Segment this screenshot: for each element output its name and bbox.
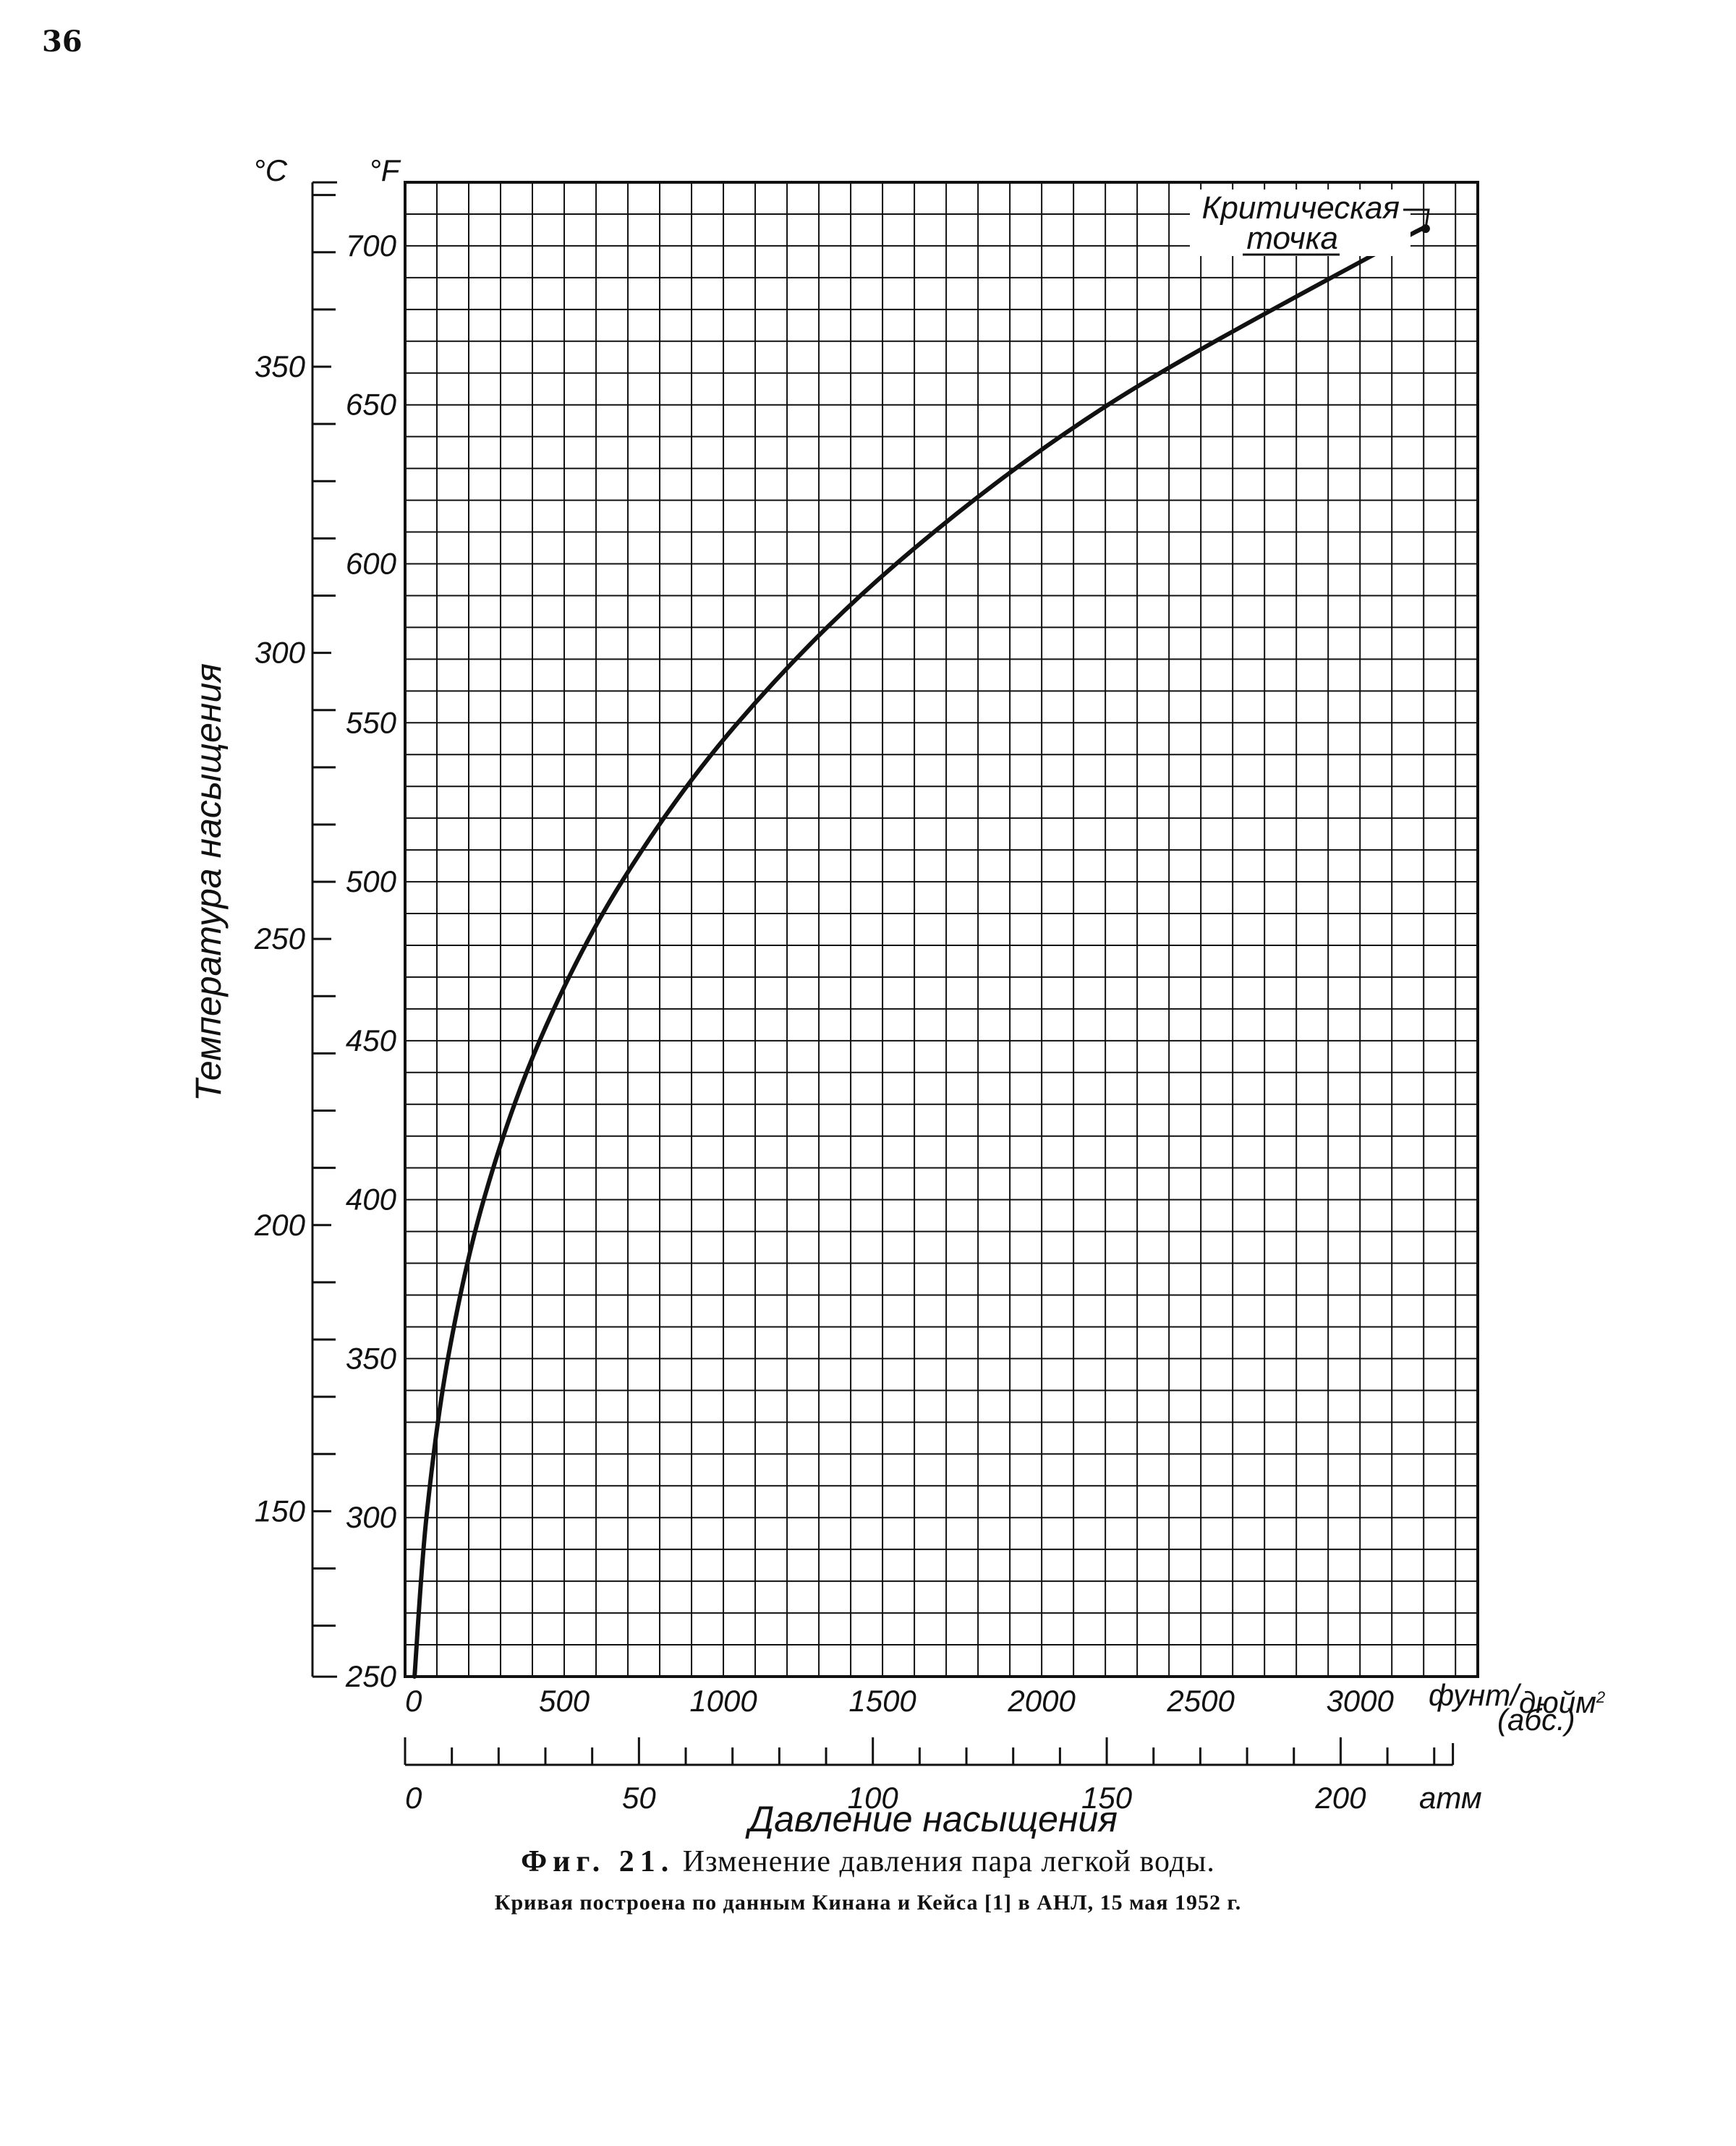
y-tick-label-fahrenheit: 650 [346, 388, 397, 422]
x-axis-unit-note: (абс.) [1497, 1703, 1575, 1737]
critical-point-label: Критическая [1202, 190, 1400, 226]
x-tick-label-psi: 3000 [1326, 1684, 1394, 1718]
data-point [425, 1516, 428, 1520]
y-tick-label-celsius: 300 [255, 636, 306, 670]
x-tick-label-atm: 150 [1081, 1781, 1133, 1815]
figure-caption: Фиг. 21. Изменение давления пара легкой … [0, 1844, 1736, 1879]
data-point [736, 721, 739, 725]
x-tick-label-psi: 1000 [689, 1684, 757, 1718]
page-number: 36 [42, 25, 82, 59]
y-tick-label-fahrenheit: 600 [346, 546, 397, 580]
data-point [894, 562, 898, 566]
figure-title: Изменение давления пара легкой воды. [682, 1845, 1215, 1878]
x-tick-label-atm: 50 [622, 1781, 656, 1815]
y-tick-label-fahrenheit: 250 [345, 1659, 397, 1693]
x-tick-label-atm: 200 [1314, 1781, 1366, 1815]
y-tick-label-fahrenheit: 300 [346, 1500, 397, 1534]
chart-axes [311, 181, 1455, 1766]
x-tick-label-psi: 2000 [1007, 1684, 1076, 1718]
data-point [413, 1675, 417, 1678]
annotation-background [1190, 190, 1410, 256]
x-axis-unit-atm: атм [1419, 1781, 1482, 1815]
y-tick-label-fahrenheit: 450 [346, 1023, 397, 1057]
y-tick-label-fahrenheit: 550 [346, 705, 397, 739]
x-tick-label-psi: 0 [405, 1684, 422, 1718]
data-point [1106, 403, 1110, 406]
critical-point-label-2: точка [1246, 221, 1338, 256]
x-axis-unit-psi: фунт/дюйм2 [1429, 1678, 1605, 1719]
data-point [537, 1039, 541, 1042]
y-tick-label-fahrenheit: 350 [346, 1341, 397, 1375]
plot-frame [404, 181, 1479, 1678]
x-tick-label-psi: 2500 [1166, 1684, 1235, 1718]
chart-series [412, 225, 1429, 1679]
y-axis-title: Температура насыщения [188, 663, 229, 1102]
chart-labels: 250300350400450500550600650700°F15020025… [188, 153, 1605, 1839]
x-tick-label-psi: 500 [539, 1684, 590, 1718]
y-axis-unit-fahrenheit: °F [369, 153, 401, 187]
chart-grid [404, 181, 1479, 1678]
data-point [620, 880, 624, 884]
x-tick-label-psi: 1500 [848, 1684, 916, 1718]
x-tick-label-atm: 0 [405, 1781, 422, 1815]
critical-point-marker [1421, 224, 1430, 234]
y-tick-label-fahrenheit: 700 [346, 229, 397, 263]
y-tick-label-celsius: 350 [255, 349, 306, 383]
y-tick-label-celsius: 150 [255, 1494, 306, 1528]
y-tick-label-celsius: 250 [254, 921, 306, 955]
annotation-leader [1403, 208, 1430, 229]
data-point [446, 1357, 450, 1361]
y-tick-label-fahrenheit: 500 [346, 864, 397, 898]
series-line [412, 225, 1429, 1679]
data-point [482, 1198, 485, 1201]
y-axis-unit-celsius: °C [253, 153, 288, 187]
figure-label: Фиг. 21. [521, 1845, 675, 1878]
x-tick-label-atm: 100 [848, 1781, 899, 1815]
y-tick-label-fahrenheit: 400 [346, 1183, 397, 1217]
x-axis-title: Давление насыщения [745, 1799, 1118, 1839]
y-tick-label-celsius: 200 [254, 1208, 306, 1242]
figure-note: Кривая построена по данным Кинана и Кейс… [494, 1891, 1242, 1915]
